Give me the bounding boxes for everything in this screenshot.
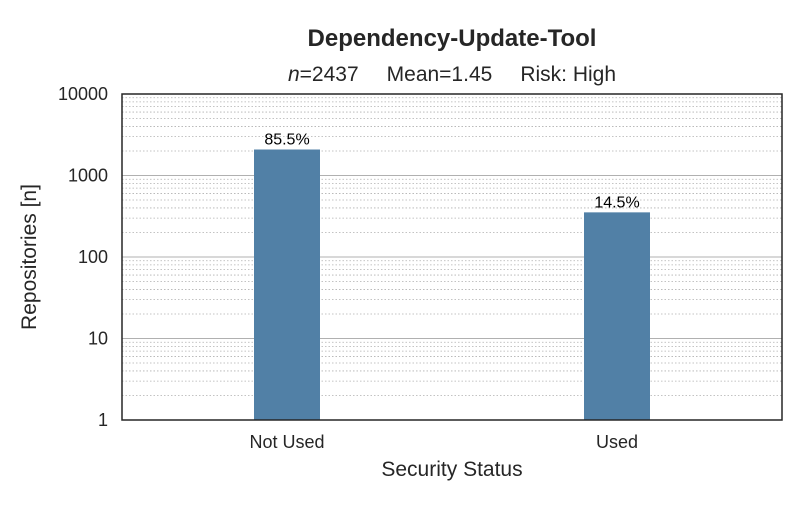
bar-not-used — [254, 149, 320, 421]
y-tick-label: 1000 — [68, 166, 108, 186]
bar-data-label: 85.5% — [264, 132, 309, 149]
chart-subtitle: n=2437 Mean=1.45 Risk: High — [288, 63, 616, 86]
y-tick-label: 10 — [88, 329, 108, 349]
subtitle-n-value: =2437 — [300, 63, 359, 86]
bar-used — [584, 212, 650, 420]
bar-data-label: 14.5% — [594, 194, 639, 211]
x-tick-label: Used — [596, 432, 638, 452]
y-tick-labels: 1 10 100 1000 10000 — [58, 84, 108, 430]
y-tick-label: 100 — [78, 247, 108, 267]
subtitle-n-symbol: n — [288, 63, 300, 86]
bars — [254, 149, 650, 421]
x-tick-labels: Not Used Used — [249, 432, 638, 452]
grid-lines — [122, 93, 782, 421]
y-tick-label: 10000 — [58, 84, 108, 104]
x-tick-label: Not Used — [249, 432, 324, 452]
y-axis-label: Repositories [n] — [18, 184, 41, 330]
y-tick-label: 1 — [98, 410, 108, 430]
chart-title: Dependency-Update-Tool — [308, 25, 597, 52]
subtitle-risk: Risk: High — [520, 63, 616, 86]
x-axis-label: Security Status — [381, 458, 522, 481]
subtitle-mean: Mean=1.45 — [387, 63, 493, 86]
plot-frame — [121, 93, 783, 421]
data-labels: 85.5% 14.5% — [264, 132, 639, 212]
